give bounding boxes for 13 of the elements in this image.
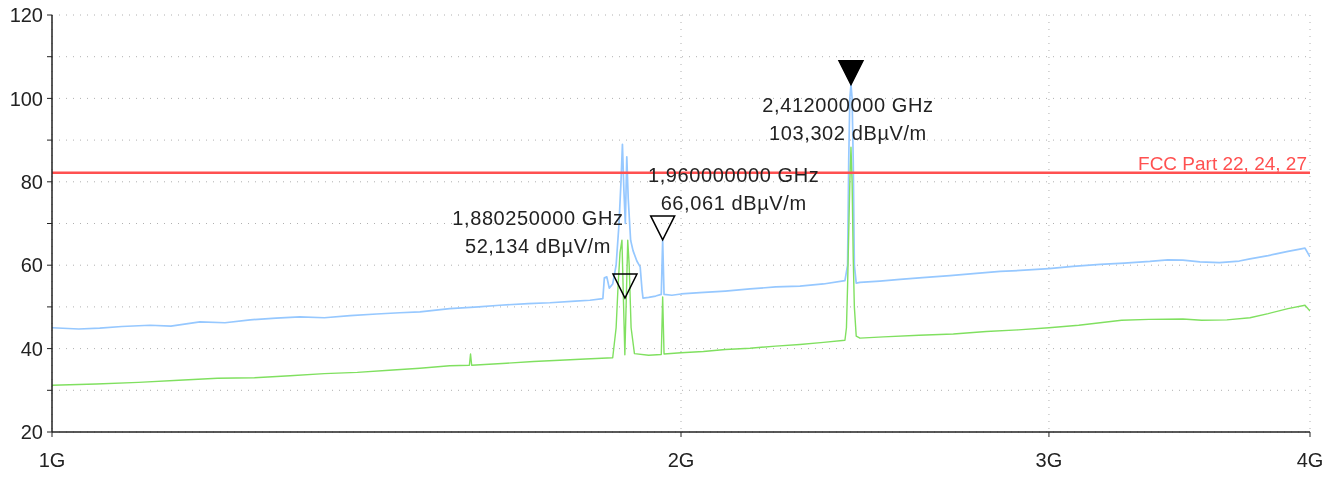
y-tick-label: 20 bbox=[20, 421, 43, 444]
y-tick-label: 100 bbox=[9, 87, 43, 110]
x-tick-label: 4G bbox=[1296, 449, 1324, 472]
x-tick-label: 1G bbox=[38, 449, 66, 472]
ref-line-label: FCC Part 22, 24, 27 bbox=[1138, 152, 1307, 174]
x-tick-label: 3G bbox=[1035, 449, 1063, 472]
y-tick-label: 80 bbox=[20, 171, 43, 193]
annotation: 2,412000000 GHz 103,302 dBµV/m bbox=[762, 93, 934, 144]
y-tick-label: 60 bbox=[20, 254, 43, 277]
y-tick-label: 40 bbox=[20, 337, 43, 360]
x-tick-label: 2G bbox=[667, 449, 695, 472]
y-tick-label: 120 bbox=[9, 4, 43, 27]
annotation: 1,880250000 GHz 52,134 dBµV/m bbox=[452, 207, 624, 257]
